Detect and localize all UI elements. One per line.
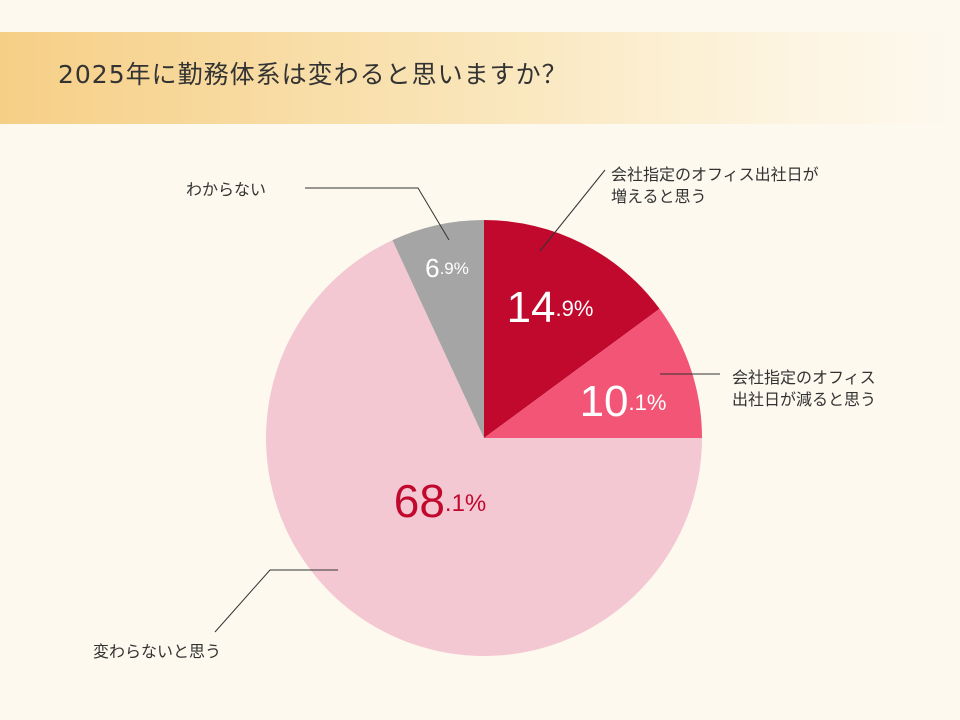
legend-label-increase-line-1: 会社指定のオフィス出社日が (611, 165, 819, 184)
legend-label-no-change: 変わらないと思う (93, 641, 221, 663)
leader-line-no-change (214, 569, 338, 633)
value-label-no-change-int: 68 (394, 475, 445, 527)
leader-line-unknown (305, 187, 450, 241)
value-label-increase-dec: .9% (556, 296, 594, 321)
chart-title: 2025年に勤務体系は変わると思いますか？ (58, 60, 568, 89)
legend-label-unknown: わからない (186, 179, 266, 201)
pie-slice-decrease (484, 308, 702, 438)
legend-label-no-change-line-1: 変わらないと思う (93, 642, 222, 661)
legend-label-unknown-line-1: わからない (186, 180, 267, 199)
value-label-unknown-int: 6 (425, 253, 439, 283)
value-label-unknown-dec: .9% (440, 259, 469, 278)
pie-slice-unknown (392, 220, 484, 438)
value-label-increase: 14.9% (507, 283, 594, 332)
value-label-unknown: 6.9% (425, 253, 469, 283)
leader-line-increase (539, 169, 606, 252)
value-label-increase-int: 14 (507, 283, 556, 332)
value-label-no-change-dec: .1% (445, 490, 486, 517)
pie-slice-no-change (265, 240, 702, 657)
legend-label-decrease-line-2: 出社日が減ると思う (732, 390, 877, 409)
value-label-decrease: 10.1% (580, 377, 667, 426)
value-label-decrease-dec: .1% (629, 390, 667, 415)
legend-label-decrease: 会社指定のオフィス 出社日が減ると思う (732, 367, 876, 411)
value-label-no-change: 68.1% (394, 475, 487, 527)
legend-label-increase-line-2: 増えると思う (611, 187, 707, 206)
pie-slice-increase (484, 220, 660, 438)
legend-label-increase: 会社指定のオフィス出社日が 増えると思う (611, 164, 819, 208)
value-label-decrease-int: 10 (580, 377, 629, 426)
title-band: 2025年に勤務体系は変わると思いますか？ (0, 32, 960, 124)
legend-label-decrease-line-1: 会社指定のオフィス (732, 368, 876, 387)
